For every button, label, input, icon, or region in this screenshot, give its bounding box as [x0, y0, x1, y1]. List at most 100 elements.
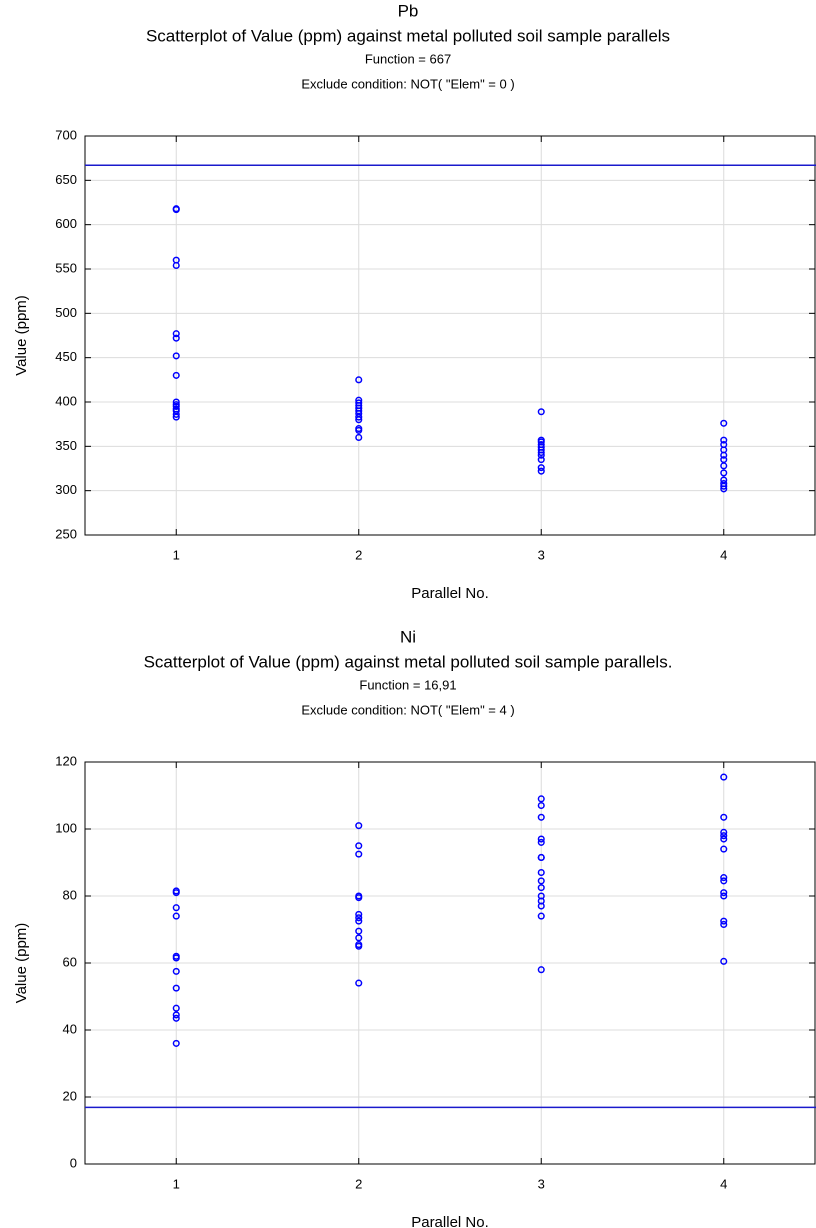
y-tick-label: 40: [63, 1021, 77, 1036]
point: [172, 402, 180, 410]
point: [355, 842, 363, 850]
point: [720, 835, 728, 843]
point: [537, 877, 545, 885]
point: [355, 914, 363, 922]
y-tick-label: 650: [55, 172, 77, 187]
point: [172, 1011, 180, 1019]
point: [720, 813, 728, 821]
y-tick-label: 120: [55, 753, 77, 768]
point: [537, 869, 545, 877]
chart-title: Scatterplot of Value (ppm) against metal…: [146, 26, 670, 45]
point: [537, 912, 545, 920]
point: [172, 413, 180, 421]
point: [720, 957, 728, 965]
point: [355, 413, 363, 421]
point: [172, 352, 180, 360]
point: [720, 451, 728, 459]
point: [172, 334, 180, 342]
y-tick-label: 60: [63, 954, 77, 969]
point: [720, 462, 728, 470]
point: [537, 451, 545, 459]
point: [537, 795, 545, 803]
point: [537, 456, 545, 464]
y-tick-label: 0: [70, 1155, 77, 1170]
point: [537, 884, 545, 892]
point: [355, 979, 363, 987]
point: [720, 889, 728, 897]
point: [720, 773, 728, 781]
x-tick-label: 2: [355, 1176, 362, 1191]
point: [172, 904, 180, 912]
y-tick-label: 300: [55, 482, 77, 497]
point: [720, 874, 728, 882]
x-tick-label: 3: [538, 1176, 545, 1191]
point: [720, 485, 728, 493]
point: [355, 426, 363, 434]
point: [172, 889, 180, 897]
point: [720, 828, 728, 836]
element-title: Pb: [398, 1, 419, 20]
point: [355, 822, 363, 830]
point: [720, 482, 728, 490]
point: [172, 954, 180, 962]
point: [537, 902, 545, 910]
point: [172, 967, 180, 975]
point: [172, 206, 180, 214]
point: [172, 1039, 180, 1047]
y-tick-label: 20: [63, 1088, 77, 1103]
y-tick-label: 100: [55, 820, 77, 835]
point: [537, 966, 545, 974]
x-tick-label: 4: [720, 1176, 727, 1191]
point: [537, 408, 545, 416]
y-axis-label: Value (ppm): [13, 923, 30, 1004]
point: [720, 832, 728, 840]
point: [172, 912, 180, 920]
point: [720, 436, 728, 444]
point: [537, 448, 545, 457]
x-tick-label: 4: [720, 547, 727, 562]
point: [537, 813, 545, 821]
y-tick-label: 400: [55, 393, 77, 408]
point: [537, 802, 545, 810]
point: [537, 838, 545, 846]
chart-subtitle: Function = 16,91: [359, 677, 456, 692]
point: [172, 261, 180, 270]
point: [355, 376, 363, 384]
point: [172, 330, 180, 338]
x-tick-label: 1: [173, 1176, 180, 1191]
point: [355, 433, 363, 442]
point: [355, 917, 363, 925]
chart-note: Exclude condition: NOT( "Elem" = 0 ): [301, 76, 514, 91]
y-tick-label: 500: [55, 305, 77, 320]
chart-title: Scatterplot of Value (ppm) against metal…: [144, 652, 673, 671]
point: [720, 892, 728, 900]
point: [537, 464, 545, 472]
element-title: Ni: [400, 627, 416, 646]
point: [720, 845, 728, 853]
point: [172, 410, 180, 418]
y-tick-label: 80: [63, 887, 77, 902]
y-tick-label: 350: [55, 438, 77, 453]
x-tick-label: 3: [538, 547, 545, 562]
x-tick-label: 1: [173, 547, 180, 562]
point: [720, 419, 728, 427]
y-tick-label: 250: [55, 526, 77, 541]
y-tick-label: 600: [55, 216, 77, 231]
point: [172, 984, 180, 992]
point: [355, 416, 363, 424]
point: [720, 469, 728, 477]
point: [172, 1004, 180, 1012]
point: [720, 877, 728, 885]
point: [172, 398, 180, 406]
point: [172, 371, 180, 379]
point: [537, 853, 545, 862]
y-tick-label: 700: [55, 127, 77, 142]
x-tick-label: 2: [355, 547, 362, 562]
point: [720, 917, 728, 925]
plot-frame: [84, 135, 816, 536]
point: [537, 467, 545, 475]
point: [720, 920, 728, 929]
point: [355, 942, 363, 950]
plot-frame: [84, 761, 816, 1165]
